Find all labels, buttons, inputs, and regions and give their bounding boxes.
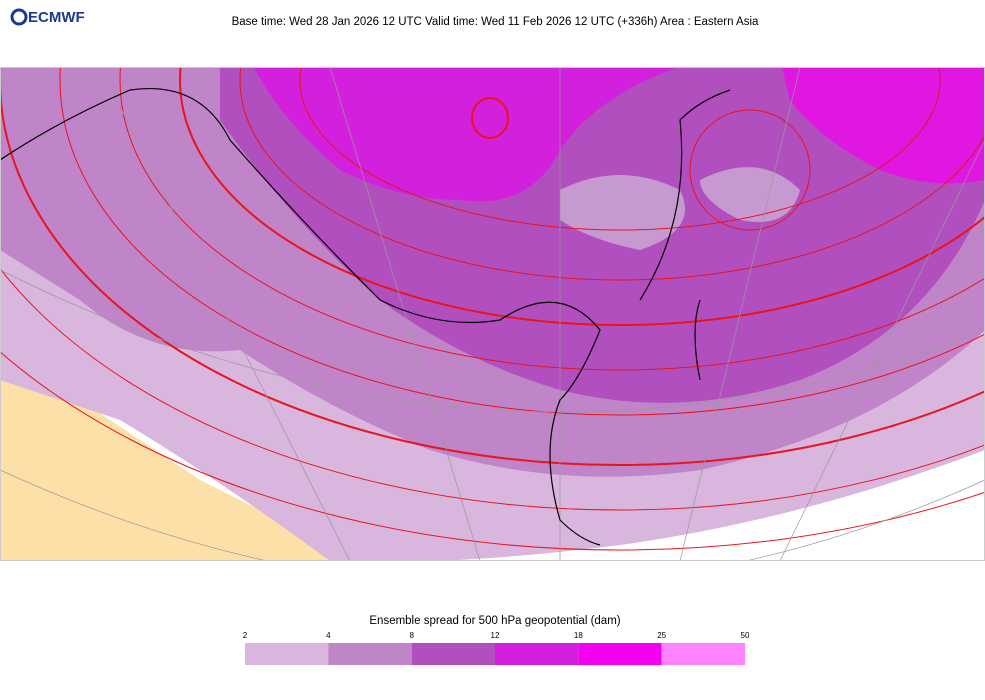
colorbar-tick-label: 25 xyxy=(657,631,666,640)
colorbar: 2 4 8 12 18 25 50 xyxy=(243,631,750,665)
colorbar-tick-label: 2 xyxy=(243,631,248,640)
contours xyxy=(0,67,985,551)
map-layers xyxy=(0,67,985,561)
legend-title: Ensemble spread for 500 hPa geopotential… xyxy=(369,615,620,627)
title: Base time: Wed 28 Jan 2026 12 UTC Valid … xyxy=(232,16,759,28)
colorbar-bin xyxy=(578,643,662,665)
colorbar-bin xyxy=(245,643,329,665)
colorbar-bin xyxy=(411,643,495,665)
coastlines xyxy=(0,88,731,546)
colorbar-bin xyxy=(495,643,579,665)
graticule xyxy=(0,67,985,561)
colorbar-tick-label: 50 xyxy=(741,631,750,640)
colorbar-bin xyxy=(328,643,412,665)
map xyxy=(0,67,985,561)
spread-low-patch xyxy=(560,167,800,250)
logo-mark xyxy=(10,8,28,26)
colorbar-bin xyxy=(661,643,745,665)
logo-text: ECMWF xyxy=(28,9,85,26)
colorbar-tick-label: 8 xyxy=(409,631,414,640)
spread-18-25 xyxy=(781,67,985,184)
logo: ECMWF xyxy=(10,8,85,26)
colorbar-tick-label: 4 xyxy=(326,631,331,640)
colorbar-tick-label: 18 xyxy=(574,631,583,640)
colorbar-tick-label: 12 xyxy=(491,631,500,640)
